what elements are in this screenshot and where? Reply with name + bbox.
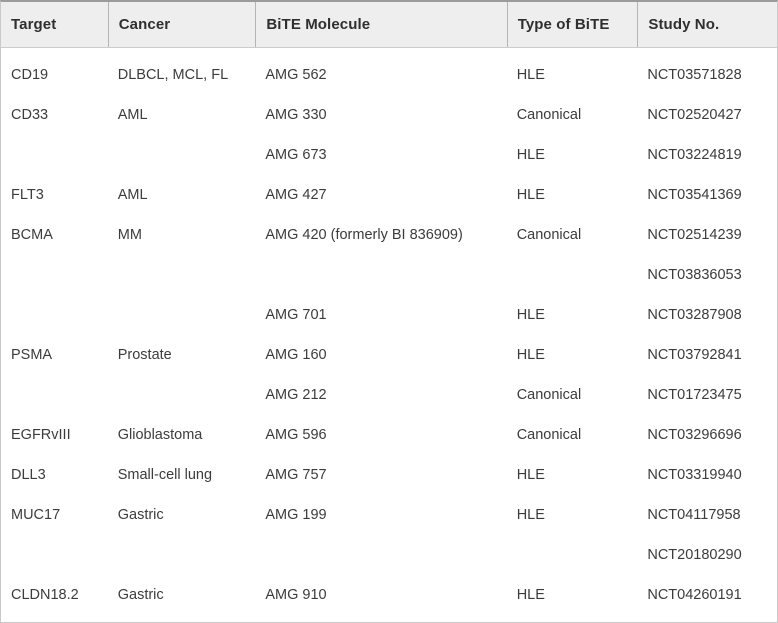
- cell-study: NCT03541369: [647, 187, 742, 203]
- column-header-type: Type of BiTE: [506, 2, 638, 47]
- cell-type: Canonical: [516, 387, 582, 403]
- cell-study: NCT01723475: [647, 387, 742, 403]
- cell-cancer: DLBCL, MCL, FL: [117, 67, 229, 83]
- cell-type: HLE: [516, 347, 545, 363]
- cell-molecule: AMG 160: [265, 347, 327, 363]
- cell-molecule: AMG 330: [265, 107, 327, 123]
- cell-type: HLE: [516, 67, 545, 83]
- table-header: Target Cancer BiTE Molecule Type of BiTE…: [1, 2, 777, 48]
- column-header-study: Study No.: [637, 2, 777, 47]
- cell-study: NCT03319940: [647, 467, 742, 483]
- cell-target: PSMA: [11, 347, 53, 363]
- table-row: CLDN18.2 Gastric AMG 910 HLE NCT04260191: [1, 575, 777, 615]
- cell-cancer: AML: [117, 187, 148, 203]
- table-row: CD33 AML AMG 330 Canonical NCT02520427: [1, 95, 777, 135]
- cell-cancer: Prostate: [117, 347, 172, 363]
- cell-type: Canonical: [516, 107, 582, 123]
- cell-molecule: AMG 673: [265, 147, 327, 163]
- cell-type: HLE: [516, 587, 545, 603]
- cell-type: HLE: [516, 307, 545, 323]
- cell-molecule: AMG 562: [265, 67, 327, 83]
- cell-study: NCT03296696: [647, 427, 742, 443]
- cell-molecule: AMG 910: [265, 587, 327, 603]
- table-body: CD19 DLBCL, MCL, FL AMG 562 HLE NCT03571828 C…: [1, 48, 777, 615]
- cell-target: EGFRvIII: [11, 427, 71, 443]
- table-row: PSMA Prostate AMG 160 HLE NCT03792841: [1, 335, 777, 375]
- cell-cancer: Small-cell lung: [117, 467, 213, 483]
- table-row: FLT3 AML AMG 427 HLE NCT03541369: [1, 175, 777, 215]
- table-row: AMG 212 Canonical NCT01723475: [1, 375, 777, 415]
- cell-molecule: AMG 420 (formerly BI 836909): [265, 227, 463, 243]
- cell-study: NCT04260191: [647, 587, 742, 603]
- cell-study: NCT04117958: [647, 507, 741, 523]
- table-row: CD19 DLBCL, MCL, FL AMG 562 HLE NCT03571828: [1, 55, 777, 95]
- cell-target: CD19: [11, 67, 49, 83]
- table-row: MUC17 Gastric AMG 199 HLE NCT04117958: [1, 495, 777, 535]
- table-row: AMG 701 HLE NCT03287908: [1, 295, 777, 335]
- table-row: AMG 673 HLE NCT03224819: [1, 135, 777, 175]
- cell-study: NCT03571828: [647, 67, 742, 83]
- cell-molecule: AMG 701: [265, 307, 327, 323]
- cell-cancer: MM: [117, 227, 142, 243]
- cell-study: NCT02520427: [647, 107, 742, 123]
- cell-type: Canonical: [516, 227, 582, 243]
- cell-study: NCT03224819: [647, 147, 742, 163]
- table-row: BCMA MM AMG 420 (formerly BI 836909) Canoni…: [1, 215, 777, 255]
- column-header-target: Target: [11, 16, 57, 33]
- cell-type: Canonical: [516, 427, 582, 443]
- cell-target: FLT3: [11, 187, 44, 203]
- cell-study: NCT03836053: [647, 267, 742, 283]
- cell-study: NCT03792841: [647, 347, 742, 363]
- cell-target: DLL3: [11, 467, 46, 483]
- cell-target: CD33: [11, 107, 49, 123]
- cell-cancer: Gastric: [117, 587, 164, 603]
- cell-study: NCT02514239: [647, 227, 742, 243]
- table-row: NCT03836053: [1, 255, 777, 295]
- cell-molecule: AMG 427: [265, 187, 327, 203]
- column-header-cancer: Cancer: [107, 2, 256, 47]
- table-row: DLL3 Small-cell lung AMG 757 HLE NCT03319940: [1, 455, 777, 495]
- cell-study: NCT20180290: [647, 547, 742, 563]
- cell-cancer: Glioblastoma: [117, 427, 203, 443]
- cell-molecule: AMG 757: [265, 467, 327, 483]
- cell-molecule: AMG 596: [265, 427, 327, 443]
- cell-type: HLE: [516, 187, 545, 203]
- cell-type: HLE: [516, 507, 545, 523]
- cell-cancer: AML: [117, 107, 148, 123]
- column-header-molecule: BiTE Molecule: [255, 2, 506, 47]
- cell-target: BCMA: [11, 227, 53, 243]
- cell-molecule: AMG 212: [265, 387, 327, 403]
- cell-study: NCT03287908: [647, 307, 742, 323]
- cell-type: HLE: [516, 467, 545, 483]
- cell-cancer: Gastric: [117, 507, 164, 523]
- cell-molecule: AMG 199: [265, 507, 327, 523]
- table-row: NCT20180290: [1, 535, 777, 575]
- cell-target: MUC17: [11, 507, 61, 523]
- cell-type: HLE: [516, 147, 545, 163]
- cell-target: CLDN18.2: [11, 587, 79, 603]
- table-row: EGFRvIII Glioblastoma AMG 596 Canonical NCT0…: [1, 415, 777, 455]
